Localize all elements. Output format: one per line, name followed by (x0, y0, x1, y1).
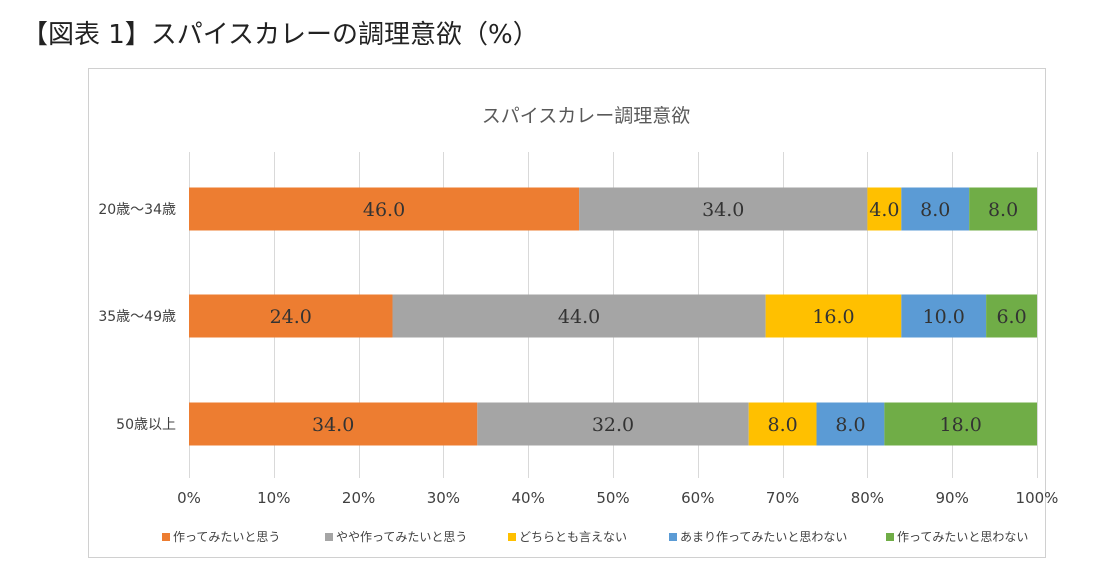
x-tick-label: 30% (427, 489, 460, 507)
bar-data-label: 8.0 (988, 199, 1018, 221)
x-tick-label: 90% (936, 489, 969, 507)
chart-title: スパイスカレー調理意欲 (482, 105, 690, 127)
bar-segment (816, 402, 885, 446)
bar-segment (901, 294, 987, 338)
legend-swatch (325, 533, 333, 541)
bar-segment (477, 402, 749, 446)
bar-data-label: 46.0 (363, 199, 405, 221)
bar-data-label: 32.0 (592, 414, 634, 436)
bar-data-label: 6.0 (996, 306, 1026, 328)
bar-data-label: 18.0 (940, 414, 982, 436)
category-label: 35歳〜49歳 (98, 309, 176, 325)
bar-data-label: 8.0 (835, 414, 865, 436)
legend-label: やや作ってみたいと思う (336, 530, 467, 544)
bar-segment (867, 187, 902, 231)
bar-data-label: 16.0 (812, 306, 854, 328)
legend-label: 作ってみたいと思わない (897, 530, 1028, 544)
x-tick-label: 80% (851, 489, 884, 507)
bar-data-label: 8.0 (920, 199, 950, 221)
x-tick-labels: 0% 10% 20% 30% 40% 50% 60% 70% 80% 90% 100% (177, 489, 1058, 507)
x-tick-label: 70% (766, 489, 799, 507)
legend-label: どちらとも言えない (519, 530, 627, 544)
page-title: 【図表 1】スパイスカレーの調理意欲（%） (22, 20, 539, 50)
legend-swatch (886, 533, 894, 541)
category-label: 50歳以上 (116, 417, 176, 433)
x-tick-label: 100% (1016, 489, 1059, 507)
legend-swatch (669, 533, 677, 541)
legend: 作ってみたいと思う やや作ってみたいと思う どちらとも言えない あまり作ってみたいと思… (162, 530, 1028, 544)
bar-data-label: 4.0 (869, 199, 899, 221)
bar-data-label: 10.0 (923, 306, 965, 328)
bar-segment (189, 294, 393, 338)
x-tick-label: 20% (342, 489, 375, 507)
legend-swatch (162, 533, 170, 541)
x-tick-label: 0% (177, 489, 201, 507)
category-label: 20歳〜34歳 (98, 202, 176, 218)
legend-swatch (508, 533, 516, 541)
bar-segment (884, 402, 1037, 446)
chart-frame (88, 68, 1046, 558)
bar-segment (969, 187, 1037, 231)
bar-segment (189, 402, 478, 446)
bar-data-label: 24.0 (270, 306, 312, 328)
bar-segment (901, 187, 970, 231)
bar-segment (579, 187, 868, 231)
x-tick-label: 10% (257, 489, 290, 507)
bar-segment (748, 402, 817, 446)
legend-label: あまり作ってみたいと思わない (680, 530, 847, 544)
bar-data-label: 34.0 (702, 199, 744, 221)
bar-segment (986, 294, 1037, 338)
x-tick-label: 40% (512, 489, 545, 507)
x-tick-label: 60% (681, 489, 714, 507)
bar-segment (765, 294, 902, 338)
legend-label: 作ってみたいと思う (173, 530, 280, 544)
bars: 46.0 34.0 4.0 8.0 8.0 24.0 44.0 16.0 10.0 6.0 34.0… (189, 187, 1037, 446)
x-tick-label: 50% (596, 489, 629, 507)
bar-data-label: 44.0 (558, 306, 600, 328)
bar-data-label: 8.0 (767, 414, 797, 436)
category-labels: 20歳〜34歳 35歳〜49歳 50歳以上 (98, 202, 176, 433)
bar-segment (392, 294, 766, 338)
bar-data-label: 34.0 (312, 414, 354, 436)
bar-segment (189, 187, 580, 231)
